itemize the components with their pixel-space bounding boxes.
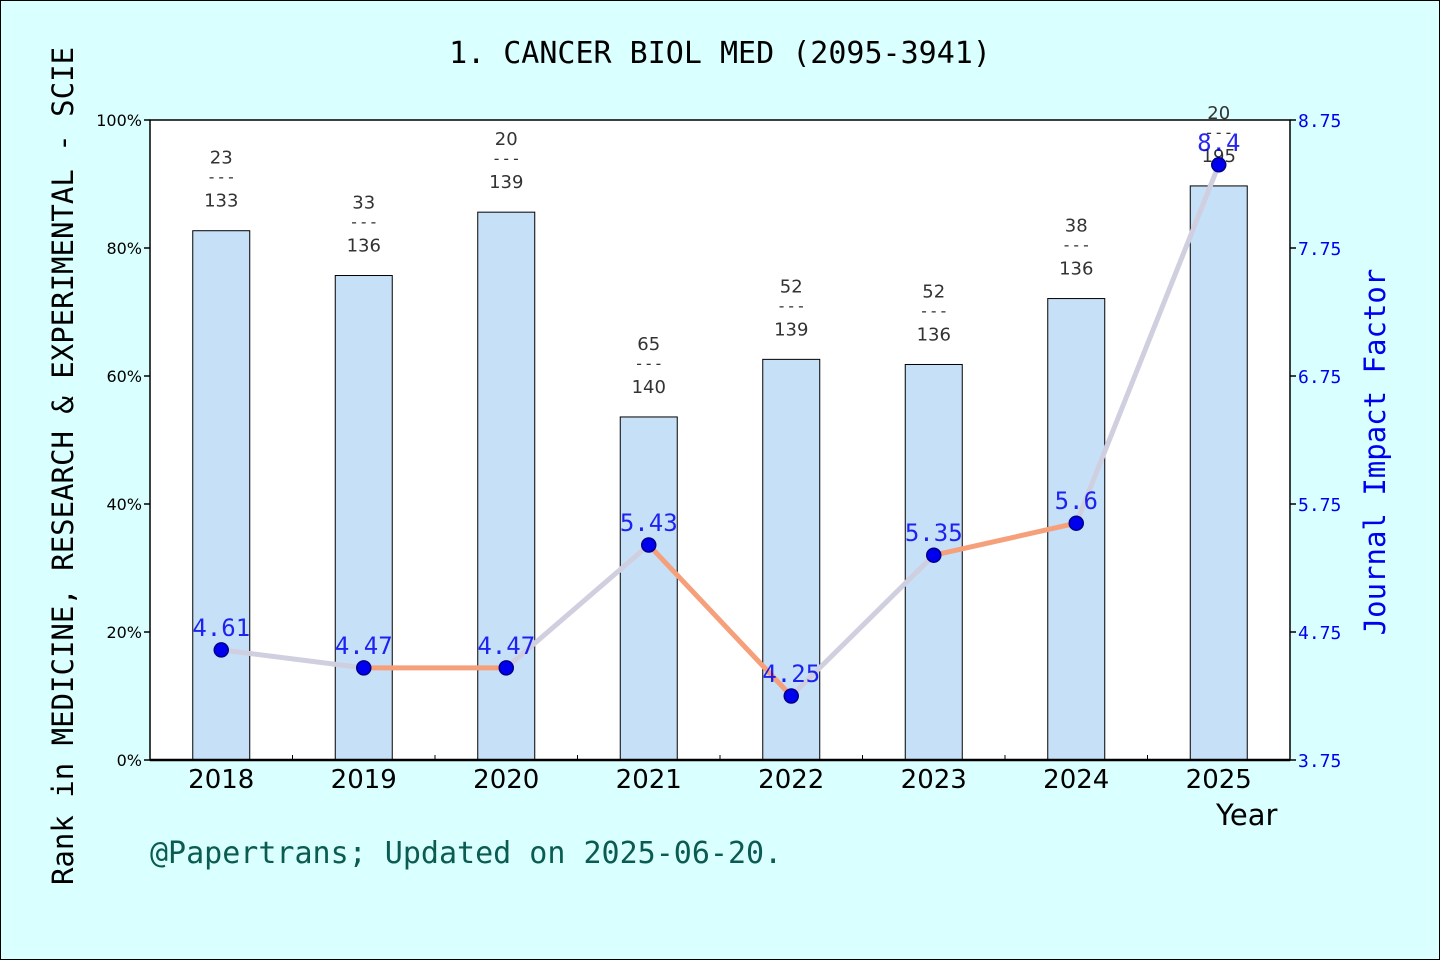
bar: [192, 230, 251, 761]
bar-total-label: 136: [1059, 259, 1093, 280]
line-data-label: 4.47: [477, 632, 535, 660]
line-data-label: 5.6: [1055, 487, 1098, 515]
bar-total-label: 195: [1202, 146, 1236, 167]
bar-rank-separator: ---: [777, 296, 806, 315]
bar: [334, 275, 393, 761]
x-tick-label: 2021: [616, 765, 682, 795]
x-tick-label: 2019: [331, 765, 397, 795]
y-axis-right-label: Journal Impact Factor: [1358, 268, 1392, 636]
line-point: [498, 660, 514, 676]
line-segment: [931, 520, 1079, 558]
y-left-tick-label: 100%: [96, 111, 142, 130]
line-segment: [646, 542, 794, 699]
bar-rank-label: 20: [1207, 103, 1230, 124]
bar: [477, 211, 536, 761]
bar-total-label: 139: [489, 172, 523, 193]
chart-title: 1. CANCER BIOL MED (2095-3941): [449, 36, 991, 71]
line-segment: [218, 647, 367, 671]
bar-rank-label: 33: [352, 193, 375, 214]
line-point: [1211, 157, 1227, 173]
bar-rank-label: 65: [637, 334, 660, 355]
bar-total-label: 133: [204, 191, 238, 212]
y-right-tick-label: 4.75: [1298, 623, 1341, 644]
x-axis-label: Year: [1216, 798, 1278, 832]
bar-total-label: 139: [774, 319, 808, 340]
bar-rank-separator: ---: [634, 354, 663, 373]
y-right-tick-label: 8.75: [1298, 111, 1341, 132]
line-point: [213, 642, 229, 658]
bar-rank-separator: ---: [919, 301, 948, 320]
bar-rank-separator: ---: [207, 168, 236, 187]
line-data-label: 5.35: [905, 519, 963, 547]
x-tick-label: 2024: [1043, 765, 1109, 795]
y-right-tick-label: 6.75: [1298, 367, 1341, 388]
bar-total-label: 136: [917, 324, 951, 345]
bar-rank-label: 23: [210, 148, 233, 169]
bar-rank-label: 20: [495, 129, 518, 150]
bar-rank-label: 38: [1065, 216, 1088, 237]
line-point: [356, 660, 372, 676]
line-data-label: 4.61: [192, 614, 250, 642]
y-axis-left-label: Rank in MEDICINE, RESEARCH & EXPERIMENTA…: [46, 46, 80, 886]
y-right-tick-label: 7.75: [1298, 239, 1341, 260]
y-left-tick-label: 20%: [106, 623, 142, 642]
x-tick-label: 2023: [901, 765, 967, 795]
x-tick-label: 2020: [473, 765, 539, 795]
bar-rank-separator: ---: [1062, 236, 1091, 255]
bar-rank-separator: ---: [492, 149, 521, 168]
footnote: @Papertrans; Updated on 2025-06-20.: [150, 836, 783, 871]
line-point: [641, 537, 657, 553]
y-left-tick-label: 0%: [117, 751, 142, 770]
bar-rank-label: 52: [922, 281, 945, 302]
bar-total-label: 140: [632, 377, 666, 398]
bar-total-label: 136: [347, 236, 381, 257]
line-segment: [1073, 162, 1222, 526]
x-tick-label: 2022: [758, 765, 824, 795]
line-point: [783, 688, 799, 704]
y-right-tick-label: 5.75: [1298, 495, 1341, 516]
bar-rank-label: 52: [780, 276, 803, 297]
line-data-label: 5.43: [620, 509, 678, 537]
y-left-tick-label: 40%: [106, 495, 142, 514]
y-left-tick-label: 60%: [106, 367, 142, 386]
y-right-tick-label: 3.75: [1298, 751, 1341, 772]
y-left-tick-label: 80%: [106, 239, 142, 258]
line-point: [926, 547, 942, 563]
line-segment: [503, 542, 652, 671]
line-segment: [788, 552, 937, 699]
x-tick-label: 2018: [188, 765, 254, 795]
x-tick-label: 2025: [1186, 765, 1252, 795]
bar: [1189, 185, 1248, 761]
line-data-label: 4.25: [762, 660, 820, 688]
bar-rank-separator: ---: [349, 213, 378, 232]
line-data-label: 8.4: [1197, 129, 1240, 157]
bar-rank-separator: ---: [1204, 123, 1233, 142]
line-data-label: 4.47: [335, 632, 393, 660]
line-point: [1068, 515, 1084, 531]
bar: [619, 416, 678, 761]
